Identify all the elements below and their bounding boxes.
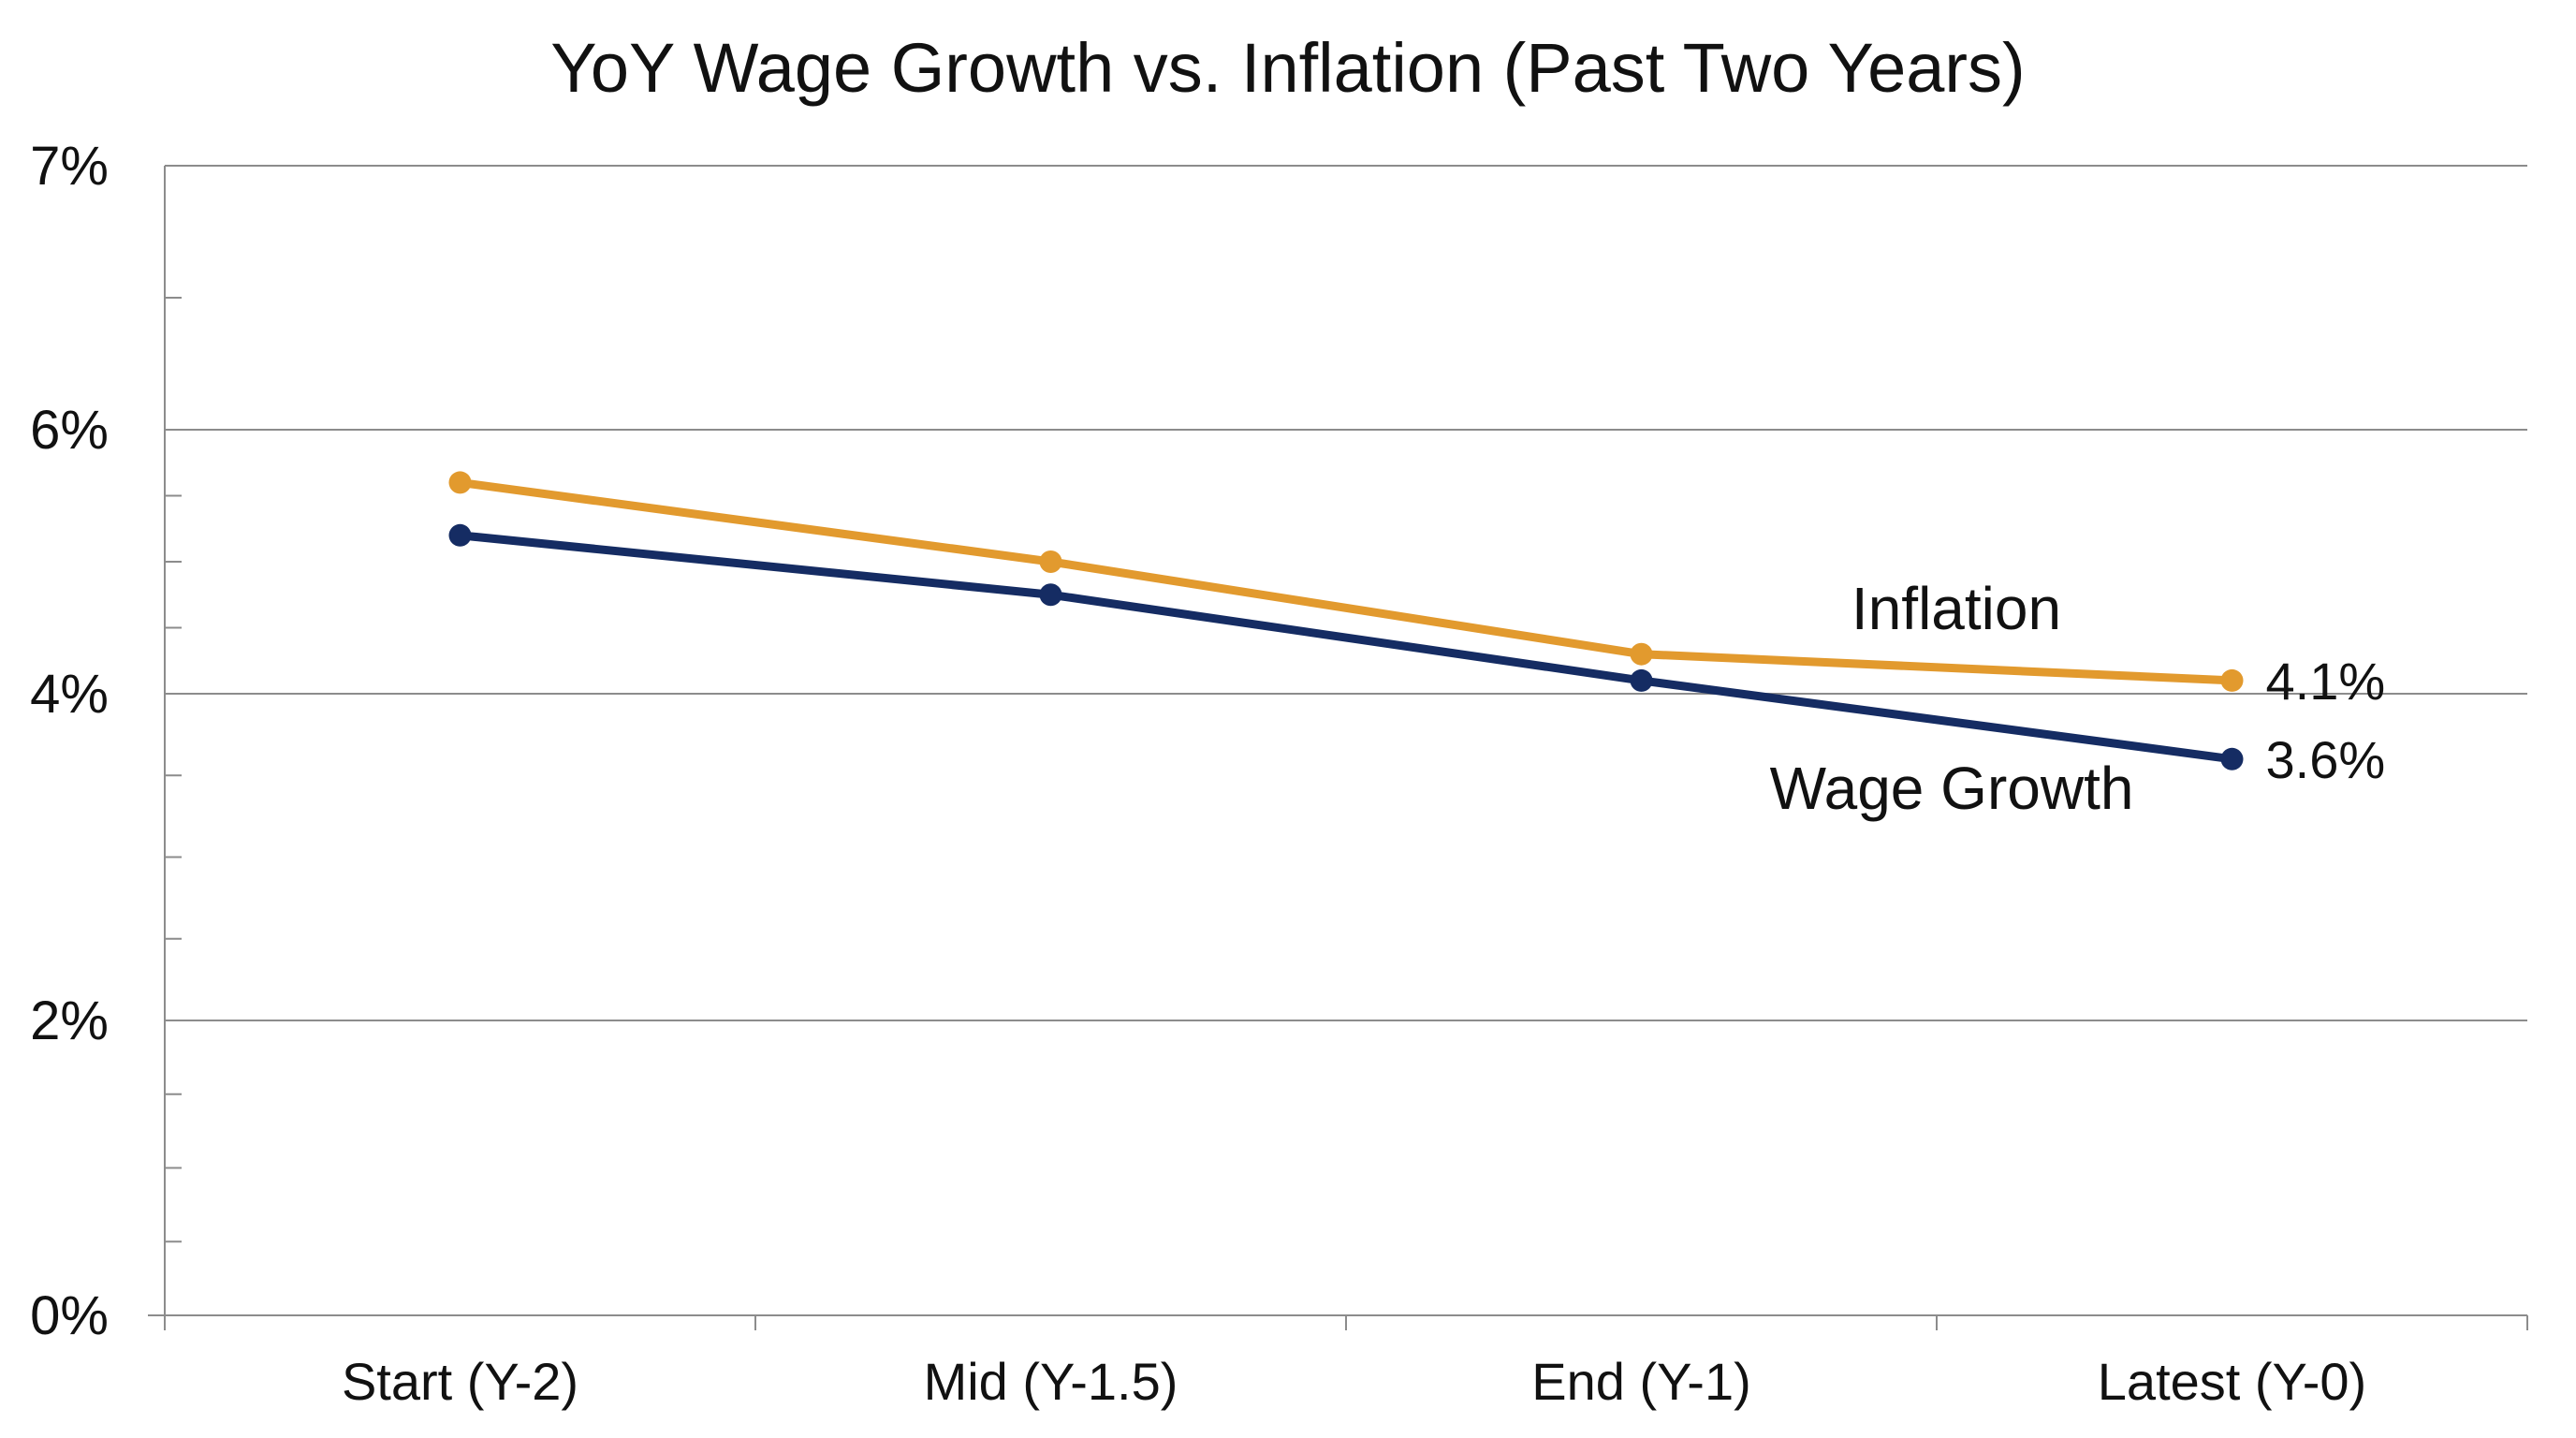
- end-value-label: 3.6%: [2266, 730, 2386, 789]
- series-line-0: [456, 477, 2236, 685]
- x-tick-label: Mid (Y-1.5): [924, 1352, 1178, 1411]
- series-name-label: Inflation: [1852, 575, 2061, 642]
- data-point: [448, 471, 472, 494]
- y-tick-label: 4%: [30, 664, 109, 725]
- x-axis-tick-labels: Start (Y-2) Mid (Y-1.5) End (Y-1) Latest (Y…: [342, 1352, 2366, 1411]
- x-tick-label: End (Y-1): [1531, 1352, 1751, 1411]
- axes: [148, 165, 2528, 1330]
- data-point: [1039, 583, 1062, 607]
- end-value-label: 4.1%: [2266, 652, 2386, 711]
- series-line-1: [456, 531, 2236, 764]
- data-point: [448, 523, 472, 547]
- series-labels: 4.1% 3.6% Inflation Wage Growth: [1770, 575, 2386, 822]
- x-tick-label: Latest (Y-0): [2098, 1352, 2366, 1411]
- data-point: [2220, 747, 2244, 770]
- series-name-label: Wage Growth: [1770, 755, 2134, 822]
- data-point: [1630, 668, 1653, 692]
- chart-title: YoY Wage Growth vs. Inflation (Past Two …: [550, 29, 2025, 107]
- data-point: [1630, 642, 1653, 666]
- data-point: [1039, 550, 1062, 573]
- y-tick-label: 7%: [30, 136, 109, 197]
- gridlines: [165, 165, 2527, 1021]
- series-lines: [448, 471, 2244, 770]
- data-point: [2220, 668, 2244, 692]
- x-tick-label: Start (Y-2): [342, 1352, 578, 1411]
- y-tick-label: 0%: [30, 1285, 109, 1346]
- y-axis-tick-labels: 0% 2% 4% 6% 7%: [30, 136, 109, 1346]
- y-tick-label: 2%: [30, 990, 109, 1051]
- y-tick-label: 6%: [30, 400, 109, 461]
